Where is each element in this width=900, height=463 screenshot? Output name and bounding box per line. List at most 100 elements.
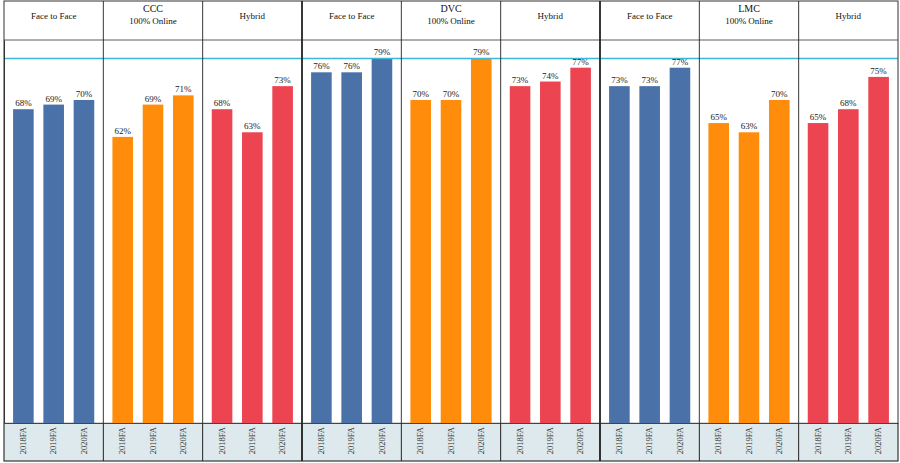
panel-divider [599, 1, 601, 461]
panel-title: Hybrid [836, 11, 862, 21]
tick: 2020FA [575, 423, 585, 454]
data-labels: 68%69%70% [15, 89, 93, 108]
data-labels: 76%76%79% [313, 47, 391, 71]
bar [471, 58, 492, 423]
data-label: 79% [473, 47, 490, 57]
tick-label: 2018FA [316, 426, 326, 454]
bar [43, 105, 64, 423]
axis-line [203, 423, 302, 424]
data-label: 70% [412, 89, 429, 99]
tick: 2020FA [178, 423, 188, 454]
data-labels: 73%73%77% [611, 57, 689, 85]
data-labels: 73% 74% 77% [512, 57, 590, 85]
tick-label: 2019FA [48, 426, 58, 454]
bar [609, 86, 630, 423]
bar [242, 132, 263, 423]
data-label: 73% [512, 75, 529, 85]
data-label: 74% [542, 71, 559, 81]
axis-line [5, 423, 104, 424]
bar [272, 86, 293, 423]
bar [670, 68, 691, 423]
panel-divider [202, 1, 203, 461]
x-axis: 2018FA 2019FA 2020FA [799, 423, 898, 454]
bar-series [510, 68, 591, 423]
label-cell [103, 423, 202, 461]
tick: 2020FA [79, 423, 89, 454]
x-axis: 2018FA2019FA2020FA [601, 423, 700, 454]
group-title: CCC [143, 3, 163, 14]
bar [173, 95, 194, 423]
tick-label: 2018FA [117, 426, 127, 454]
bar [639, 86, 660, 423]
bar [143, 105, 164, 423]
tick-label: 2020FA [377, 426, 387, 454]
panel-divider [401, 1, 402, 461]
tick: 2019FA [446, 423, 456, 454]
tick-label: 2018FA [515, 426, 525, 454]
tick: 2018FA [614, 423, 624, 454]
data-labels: 68%63%73% [214, 75, 292, 131]
reference-line [4, 58, 898, 60]
data-label: 77% [672, 57, 689, 67]
axis-line [104, 423, 203, 424]
plot-area [4, 58, 898, 423]
data-label: 70% [76, 89, 93, 99]
tick-label: 2018FA [813, 426, 823, 454]
tick: 2020FA [377, 423, 387, 454]
tick: 2018FA [713, 423, 723, 454]
frame-border [4, 1, 898, 461]
panel-title: Face to Face [627, 11, 672, 21]
panel-title: Face to Face [31, 11, 76, 21]
bar [311, 72, 332, 423]
tick-label: 2020FA [79, 426, 89, 454]
panel-title: 100% Online [725, 16, 773, 26]
label-cell [302, 423, 401, 461]
tick-label: 2019FA [247, 426, 257, 454]
tick-label: 2019FA [843, 426, 853, 454]
panel-title: 100% Online [427, 16, 475, 26]
label-cell [401, 423, 500, 461]
panel-title: Face to Face [329, 11, 374, 21]
tick: 2019FA [545, 423, 555, 454]
axis-line [303, 423, 402, 424]
data-label: 70% [443, 89, 460, 99]
data-label: 77% [572, 57, 589, 67]
bar [441, 100, 462, 423]
tick: 2019FA [744, 423, 754, 454]
data-labels: 70% 70% 79% [412, 47, 490, 99]
x-axis: 2018FA2019FA2020FA [402, 423, 501, 454]
data-label: 68% [840, 98, 857, 108]
data-labels: 62% 69% 71% [114, 84, 192, 136]
tick: 2020FA [774, 423, 784, 454]
bar [74, 100, 95, 423]
data-label: 69% [145, 94, 162, 104]
bar [410, 100, 431, 423]
x-axis: 2018FA2019FA2020FA [203, 423, 302, 454]
tick: 2018FA [117, 423, 127, 454]
panel-divider [699, 1, 700, 461]
tick: 2020FA [476, 423, 486, 454]
group-title: DVC [440, 3, 461, 14]
data-label: 76% [313, 61, 330, 71]
axis-line [402, 423, 501, 424]
x-axis: 2018FA 2019FA 2020FA [700, 423, 799, 454]
data-label: 71% [175, 84, 192, 94]
label-cell [600, 423, 699, 461]
bar [868, 77, 889, 423]
bar [510, 86, 531, 423]
tick: 2019FA [247, 423, 257, 454]
data-labels: 65%63%70% [710, 89, 788, 131]
axis-line [601, 423, 700, 424]
data-label: 62% [114, 126, 131, 136]
frame [4, 1, 898, 461]
tick-label: 2020FA [178, 426, 188, 454]
tick: 2018FA [813, 423, 823, 454]
bar [212, 109, 233, 423]
tick: 2019FA [48, 423, 58, 454]
tick-label: 2020FA [873, 426, 883, 454]
chart: 68%69%70% Face to Face 62% 69% 71% CCC 100% On… [0, 0, 900, 463]
tick-label: 2018FA [217, 426, 227, 454]
tick-label: 2020FA [476, 426, 486, 454]
tick-label: 2019FA [446, 426, 456, 454]
x-axis: 2018FA2019FA2020FA [5, 423, 104, 454]
